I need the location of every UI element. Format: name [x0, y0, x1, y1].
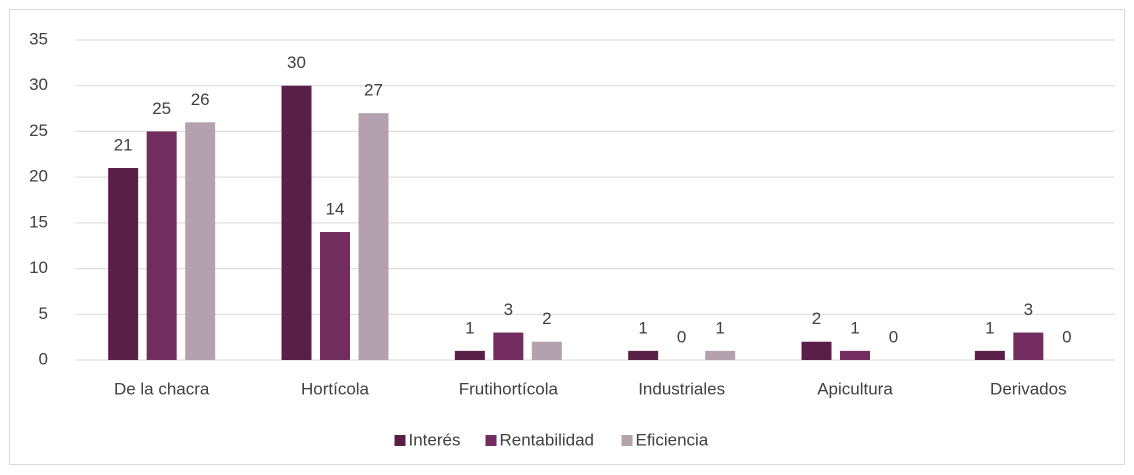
data-label: 1: [465, 318, 474, 337]
bar: [358, 113, 389, 361]
data-label: 14: [326, 199, 345, 218]
bar: [705, 350, 736, 360]
legend-swatch: [485, 435, 497, 446]
data-label: 21: [114, 135, 133, 154]
y-tick-label: 0: [39, 349, 48, 368]
data-label: 3: [1024, 300, 1033, 319]
legend-swatch: [621, 435, 633, 446]
bar: [108, 168, 139, 360]
y-tick-label: 35: [29, 29, 48, 48]
data-label: 0: [677, 327, 686, 346]
legend-label: Interés: [409, 430, 461, 449]
y-tick-label: 5: [39, 304, 48, 323]
data-label: 27: [364, 81, 383, 100]
bar: [801, 341, 832, 360]
data-label: 3: [504, 300, 513, 319]
bar: [320, 232, 350, 360]
x-tick-label: Frutihortícola: [459, 379, 559, 398]
y-tick-label: 10: [29, 258, 48, 277]
data-label: 26: [191, 90, 210, 109]
data-label: 1: [638, 318, 647, 337]
legend-label: Eficiencia: [636, 430, 709, 449]
y-tick-label: 25: [29, 121, 48, 140]
data-label: 1: [985, 318, 994, 337]
x-tick-label: Industriales: [638, 379, 725, 398]
y-tick-label: 20: [29, 167, 48, 186]
bar: [146, 131, 177, 360]
data-label: 25: [152, 99, 171, 118]
bar: [493, 332, 524, 360]
data-label: 2: [812, 309, 821, 328]
bar: [1013, 332, 1044, 360]
x-tick-label: De la chacra: [114, 379, 210, 398]
y-tick-label: 15: [29, 212, 48, 231]
bar: [454, 350, 485, 360]
legend-swatch: [394, 435, 406, 446]
x-tick-label: Derivados: [990, 379, 1067, 398]
data-label: 2: [542, 309, 551, 328]
bar: [281, 85, 312, 360]
bar: [531, 341, 562, 360]
bar: [840, 350, 870, 360]
x-tick-label: Apicultura: [817, 379, 893, 398]
data-label: 1: [850, 318, 859, 337]
bar: [628, 350, 659, 360]
bar: [974, 350, 1005, 360]
data-label: 0: [889, 327, 898, 346]
data-label: 30: [287, 53, 306, 72]
data-label: 1: [715, 318, 724, 337]
y-tick-label: 30: [29, 75, 48, 94]
data-label: 0: [1062, 327, 1071, 346]
legend-label: Rentabilidad: [500, 430, 595, 449]
x-tick-label: Hortícola: [301, 379, 370, 398]
bar: [185, 122, 216, 361]
